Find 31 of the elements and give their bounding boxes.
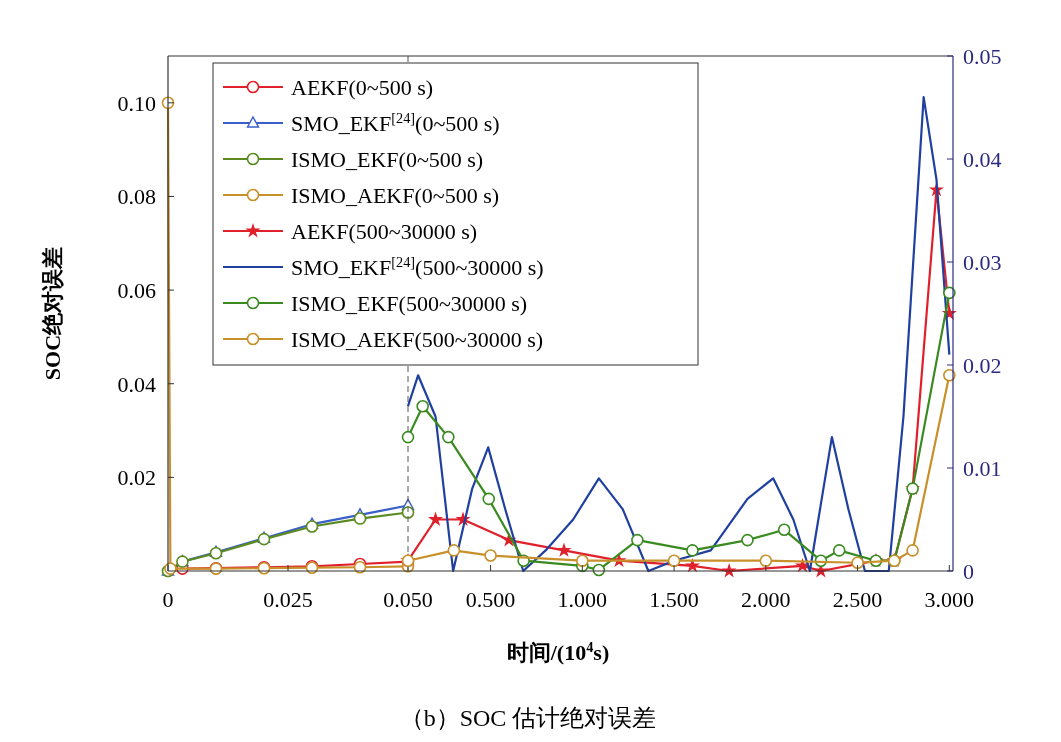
x-tick-label: 0.050 (383, 587, 433, 612)
legend-label: SMO_EKF$^{[24]}$(500~30000 s) (291, 254, 544, 280)
legend-label: ISMO_AEKF(500~30000 s) (291, 327, 544, 352)
x-tick-label: 1.000 (557, 587, 608, 612)
x-tick-label: 0 (162, 587, 174, 612)
y-tick-label: 0.10 (117, 90, 156, 116)
y-tick-label: 0.08 (117, 184, 156, 210)
legend-label: AEKF(500~30000 s) (291, 219, 478, 244)
y2-tick-label: 0 (963, 559, 974, 584)
y-tick-label: 0.06 (117, 278, 156, 304)
y2-tick-label: 0.02 (963, 353, 1002, 378)
legend-label: ISMO_EKF(0~500 s) (291, 147, 484, 172)
legend-label: AEKF(0~500 s) (291, 75, 434, 100)
x-tick-label: 2.500 (832, 587, 883, 612)
x-tick-label: 0.500 (465, 587, 516, 612)
x-tick-label: 1.500 (649, 587, 699, 612)
legend-label: ISMO_AEKF(0~500 s) (291, 183, 500, 208)
legend-label: ISMO_EKF(500~30000 s) (291, 291, 528, 316)
x-tick-label: 0.025 (263, 587, 313, 612)
x-tick-label: 2.000 (741, 587, 791, 612)
legend-label: SMO_EKF$^{[24]}$(0~500 s) (291, 110, 500, 136)
y-tick-label: 0.02 (117, 465, 156, 491)
text: （b）SOC 估计绝对误差 (399, 705, 657, 731)
x-axis-title: 时间/(10$^{4}$s) (506, 639, 610, 665)
x-tick-label: 3.000 (924, 587, 975, 612)
y2-tick-label: 0.04 (963, 147, 1002, 172)
y2-tick-label: 0.01 (963, 456, 1002, 481)
y2-tick-label: 0.05 (963, 44, 1002, 69)
y-tick-label: 0.04 (117, 371, 156, 397)
y2-tick-label: 0.03 (963, 250, 1002, 275)
y-axis-title: SOC绝对误差 (40, 246, 65, 381)
